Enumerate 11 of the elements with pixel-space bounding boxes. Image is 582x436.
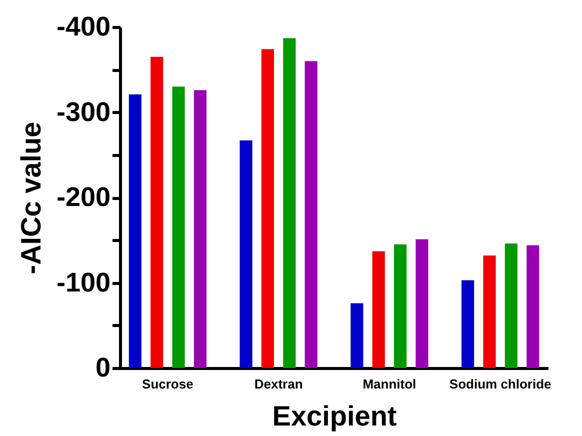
x-tick-label: Sodium chloride (449, 376, 552, 392)
y-tick-label: -100 (56, 267, 110, 298)
x-tick-label: Dextran (254, 376, 303, 392)
y-axis-title: -AICc value (15, 122, 46, 274)
y-tick-label: -200 (56, 182, 110, 212)
x-axis-title: Excipient (272, 400, 397, 432)
y-tick-label: 0 (95, 352, 110, 382)
y-tick-label: -400 (56, 12, 110, 42)
x-tick-label: Mannitol (362, 376, 416, 392)
y-tick-label: -300 (56, 96, 110, 127)
x-tick-label: Sucrose (142, 376, 194, 392)
